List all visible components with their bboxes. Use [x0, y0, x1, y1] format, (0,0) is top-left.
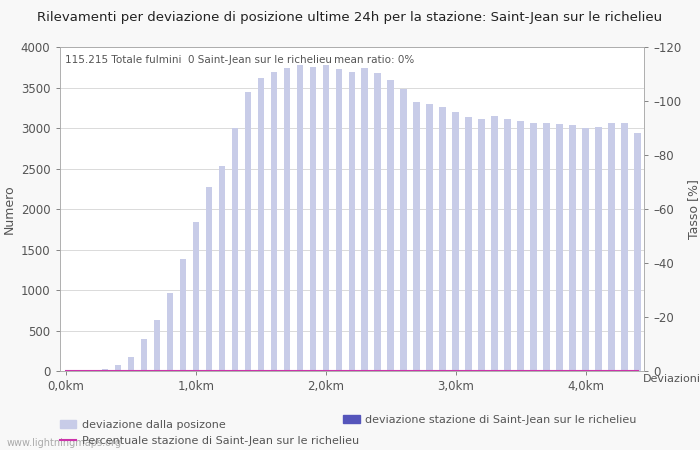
Bar: [440, 107, 446, 371]
Bar: [335, 69, 342, 371]
Bar: [608, 123, 615, 371]
Bar: [374, 73, 381, 371]
Text: 115.215 Totale fulmini: 115.215 Totale fulmini: [65, 55, 182, 65]
Bar: [284, 68, 290, 371]
Bar: [206, 187, 212, 371]
Bar: [478, 118, 485, 371]
Legend: deviazione stazione di Saint-Jean sur le richelieu: deviazione stazione di Saint-Jean sur le…: [343, 415, 636, 425]
Bar: [154, 320, 160, 371]
Text: 0 Saint-Jean sur le richelieu: 0 Saint-Jean sur le richelieu: [188, 55, 332, 65]
Text: Rilevamenti per deviazione di posizione ultime 24h per la stazione: Saint-Jean s: Rilevamenti per deviazione di posizione …: [37, 11, 663, 24]
Bar: [517, 121, 524, 371]
Text: www.lightningmaps.org: www.lightningmaps.org: [7, 438, 122, 448]
Bar: [232, 128, 238, 371]
Bar: [361, 68, 368, 371]
Bar: [400, 89, 407, 371]
Bar: [582, 128, 589, 371]
Bar: [505, 118, 511, 371]
Bar: [127, 357, 134, 371]
Bar: [595, 126, 602, 371]
Bar: [115, 365, 121, 371]
Bar: [218, 166, 225, 371]
Bar: [271, 72, 277, 371]
Bar: [297, 65, 303, 371]
Y-axis label: Numero: Numero: [2, 184, 15, 234]
Bar: [556, 124, 563, 371]
Bar: [531, 123, 537, 371]
Bar: [141, 339, 147, 371]
Bar: [323, 65, 329, 371]
Bar: [414, 102, 420, 371]
Bar: [466, 117, 472, 371]
Bar: [622, 122, 628, 371]
Text: mean ratio: 0%: mean ratio: 0%: [334, 55, 414, 65]
Bar: [349, 72, 355, 371]
Bar: [102, 369, 108, 371]
Bar: [167, 293, 173, 371]
Text: Deviazioni: Deviazioni: [643, 374, 700, 384]
Bar: [193, 222, 199, 371]
Bar: [244, 92, 251, 371]
Bar: [543, 122, 550, 371]
Bar: [258, 78, 264, 371]
Y-axis label: Tasso [%]: Tasso [%]: [687, 179, 700, 239]
Bar: [426, 104, 433, 371]
Bar: [491, 116, 498, 371]
Bar: [309, 67, 316, 371]
Bar: [388, 81, 394, 371]
Bar: [452, 112, 459, 371]
Bar: [634, 133, 640, 371]
Bar: [569, 125, 576, 371]
Bar: [180, 259, 186, 371]
Legend: deviazione dalla posizone, Percentuale stazione di Saint-Jean sur le richelieu: deviazione dalla posizone, Percentuale s…: [60, 420, 359, 446]
